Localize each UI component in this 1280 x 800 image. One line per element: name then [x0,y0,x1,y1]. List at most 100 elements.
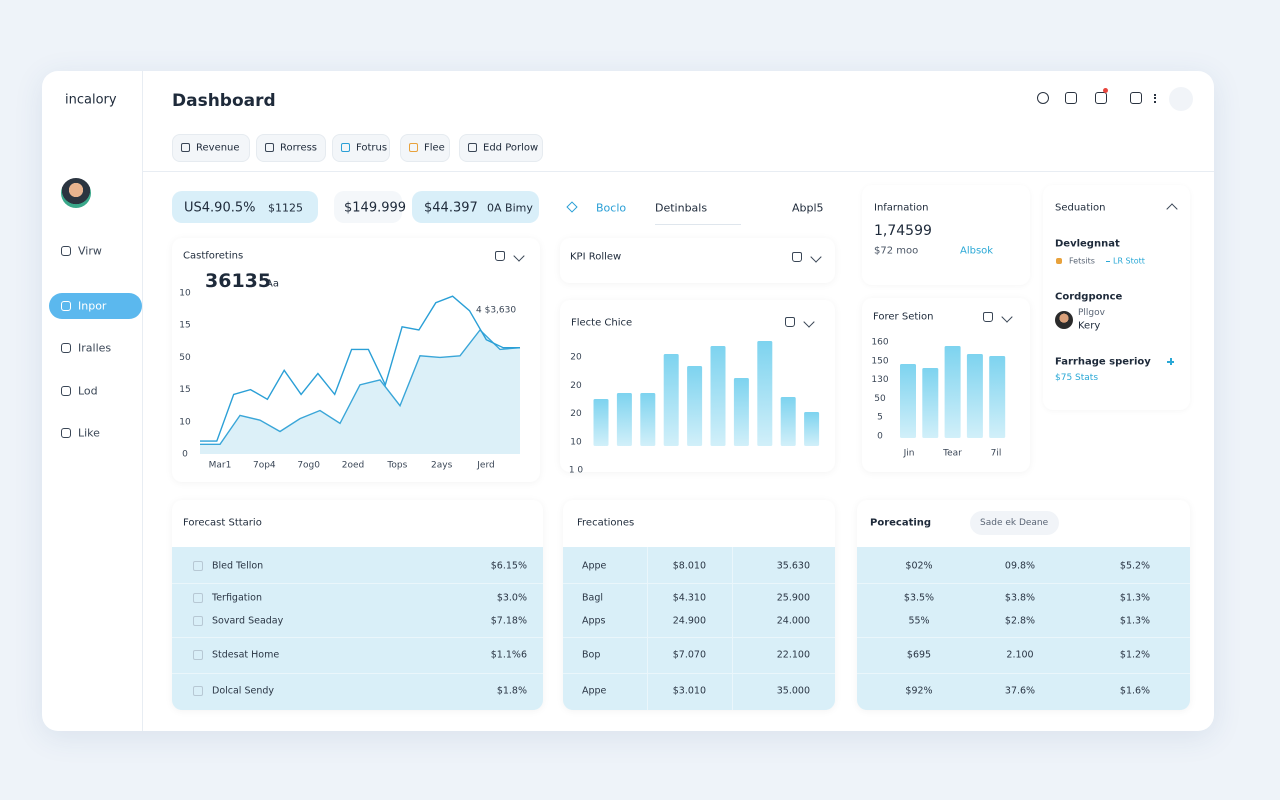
table-cell: Bagl [582,592,604,604]
tab[interactable] [332,134,390,162]
info-value: 1,74599 [874,223,932,239]
item-title: Farrhage sperioy [1055,356,1151,368]
info-title: Infarnation [874,202,929,214]
table-cell: 35.630 [776,560,810,572]
tab-icon [409,143,418,152]
chart-unit: Aa [266,278,279,290]
nav-item[interactable]: Virw [78,244,102,258]
table-cell: $2.8% [1004,615,1036,627]
col-divider [732,547,733,710]
header-divider [143,171,1214,172]
table-cell: $92% [905,685,933,697]
badge-label[interactable]: Sade ek Deane [980,518,1049,528]
panel-title: Seduation [1055,202,1106,214]
stat-value: $44.397 [424,200,478,216]
sidebar-divider [142,71,143,731]
checkbox[interactable] [193,593,203,603]
info-link[interactable]: Albsok [960,245,994,257]
table-cell: $4.310 [672,592,706,604]
checkbox[interactable] [193,616,203,626]
table-cell: $3.5% [903,592,935,604]
badge[interactable] [970,511,1059,535]
view-tab[interactable]: Boclo [596,201,627,215]
tab-label[interactable]: Flee [424,142,445,154]
nav-icon [61,246,71,256]
card-icon[interactable] [983,312,993,322]
nav-icon [61,428,71,438]
tag-dash [1106,261,1110,262]
row-divider [857,637,1190,638]
table-cell: $1.3% [1119,592,1151,604]
table-cell: $695 [906,649,932,661]
avatar[interactable] [61,178,91,208]
tab-icon [265,143,274,152]
tag-dot [1056,258,1062,264]
tag: Fetsits [1069,256,1095,266]
row-divider [563,583,835,584]
item-title: Cordgponce [1055,291,1123,303]
card-icon[interactable] [792,252,802,262]
table-cell: $7.18% [490,615,527,627]
stat-value: 0A Bimy [487,201,533,215]
person-avatar [1055,311,1073,329]
page-title: Dashboard [172,91,276,111]
tab-label[interactable]: Rorress [280,142,318,154]
col-divider [647,547,648,710]
chart-value: 36135 [205,270,272,292]
info-sub: $72 moo [874,245,919,257]
table-cell: $5.2% [1119,560,1151,572]
table-cell: Stdesat Home [212,649,280,661]
profile[interactable] [1169,87,1193,111]
tab-label[interactable]: Revenue [196,142,240,154]
table-cell: 22.100 [776,649,810,661]
table-cell: $1.3% [1119,615,1151,627]
nav-item[interactable]: Lod [78,384,98,398]
nav-item[interactable]: Iralles [78,341,112,355]
add[interactable] [1170,358,1172,365]
logo: incalory [65,92,117,108]
nav-icon [61,386,71,396]
table-cell: 24.900 [672,615,706,627]
table-cell: $3.010 [672,685,706,697]
table-body [857,547,1190,710]
table-cell: $6.15% [490,560,527,572]
table-cell: 37.6% [1004,685,1036,697]
checkbox[interactable] [193,650,203,660]
kpi-card [560,238,835,283]
checkbox[interactable] [193,686,203,696]
search[interactable] [1037,92,1049,104]
checkbox[interactable] [193,561,203,571]
chart-title: Flecte Chice [571,317,633,329]
table-cell: $02% [905,560,933,572]
nav-item[interactable]: Like [78,426,100,440]
view-tab[interactable]: Detinbals [655,201,708,215]
icon[interactable] [1065,92,1077,104]
tab-label[interactable]: Fotrus [356,142,388,154]
notifications[interactable] [1095,92,1107,104]
table-cell: 55% [908,615,930,627]
nav-item[interactable]: Inpor [78,299,107,313]
nav-active[interactable] [49,293,142,319]
tab[interactable] [459,134,543,162]
card-icon[interactable] [785,317,795,327]
view-tab[interactable]: Abpl5 [792,201,824,215]
nav-icon [61,343,71,353]
table-cell: Appe [582,685,607,697]
row-divider [857,673,1190,674]
tab-icon [341,143,350,152]
card-icon[interactable] [495,251,505,261]
tab[interactable] [400,134,450,162]
table-cell: $1.1%6 [490,649,527,661]
table-cell: Appe [582,560,607,572]
tab-icon [181,143,190,152]
icon[interactable] [1130,92,1142,104]
tab[interactable] [256,134,326,162]
stat-value: US4.90.5% [184,200,256,216]
tab-icon [468,143,477,152]
more[interactable] [1154,94,1158,103]
tab-label[interactable]: Edd Porlow [483,142,539,154]
item-title: Devlegnnat [1055,238,1120,250]
tab[interactable] [172,134,250,162]
row-divider [563,673,835,674]
